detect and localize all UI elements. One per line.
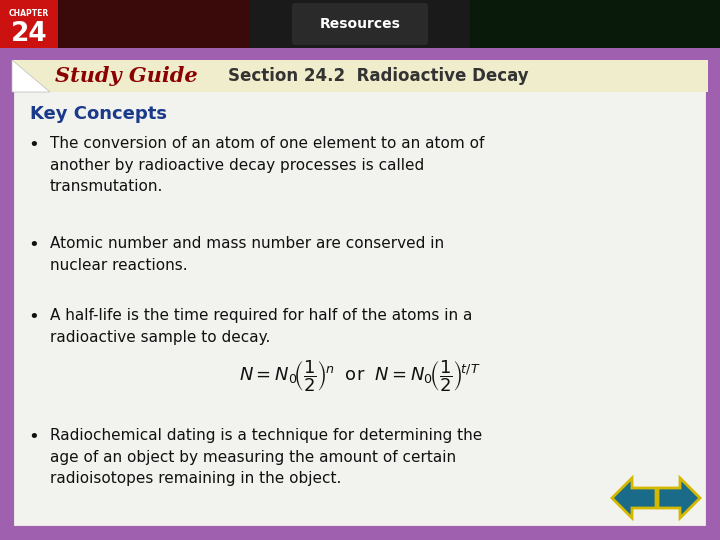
FancyBboxPatch shape: [292, 3, 428, 45]
Text: CHAPTER: CHAPTER: [9, 10, 49, 18]
FancyBboxPatch shape: [12, 60, 708, 528]
FancyBboxPatch shape: [360, 0, 720, 48]
Polygon shape: [612, 478, 656, 518]
Polygon shape: [12, 60, 50, 92]
Text: Atomic number and mass number are conserved in
nuclear reactions.: Atomic number and mass number are conser…: [50, 236, 444, 273]
FancyBboxPatch shape: [0, 0, 58, 48]
FancyBboxPatch shape: [250, 0, 470, 48]
Text: $N = N_0\!\left(\dfrac{1}{2}\right)^{\!n}$  or  $N = N_0\!\left(\dfrac{1}{2}\rig: $N = N_0\!\left(\dfrac{1}{2}\right)^{\!n…: [239, 358, 481, 394]
Text: •: •: [29, 308, 40, 326]
FancyBboxPatch shape: [12, 60, 708, 92]
Text: Study Guide: Study Guide: [55, 66, 197, 86]
Text: •: •: [29, 136, 40, 154]
Text: Resources: Resources: [320, 17, 400, 31]
Text: Section 24.2  Radioactive Decay: Section 24.2 Radioactive Decay: [228, 67, 528, 85]
FancyBboxPatch shape: [0, 0, 360, 48]
Text: •: •: [29, 236, 40, 254]
Text: Radiochemical dating is a technique for determining the
age of an object by meas: Radiochemical dating is a technique for …: [50, 428, 482, 486]
Text: Key Concepts: Key Concepts: [30, 105, 167, 123]
Text: A half-life is the time required for half of the atoms in a
radioactive sample t: A half-life is the time required for hal…: [50, 308, 472, 345]
Text: 24: 24: [11, 21, 48, 47]
Text: The conversion of an atom of one element to an atom of
another by radioactive de: The conversion of an atom of one element…: [50, 136, 485, 194]
Polygon shape: [658, 478, 700, 518]
Text: •: •: [29, 428, 40, 446]
